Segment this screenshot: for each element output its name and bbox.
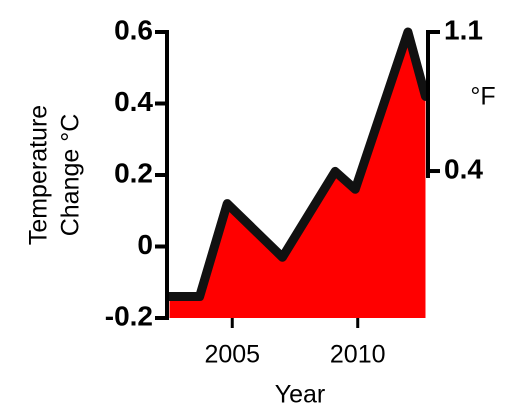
line [165,27,430,302]
y-tick-label: -0.2 [105,300,153,331]
area [169,32,426,318]
y-tick-label: 0.4 [114,86,153,117]
x-tick-label: 2005 [204,341,260,369]
y2-tick-label: 1.1 [444,14,483,45]
y-axis-label: Change °C [57,114,85,237]
y2-axis-label: °F [470,83,495,111]
y-axis-label: Temperature [25,105,53,245]
x-tick-label: 2010 [330,341,386,369]
x-axis-label: Year [275,381,326,409]
y-tick-label: 0 [137,229,153,260]
y2-tick-label: 0.4 [444,153,483,184]
y-tick-label: 0.2 [114,157,153,188]
y-tick-label: 0.6 [114,14,153,45]
